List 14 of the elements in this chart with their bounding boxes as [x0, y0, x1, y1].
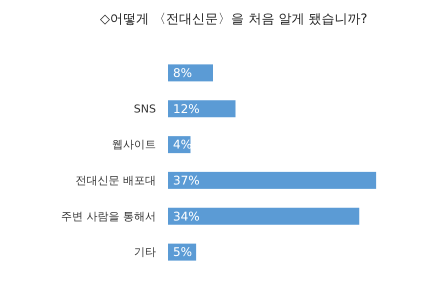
y-tick-label: 웹사이트	[112, 138, 156, 152]
y-tick-label: 기타	[134, 246, 156, 259]
y-tick-label: SNS	[134, 102, 156, 116]
bar	[168, 172, 376, 189]
bar	[168, 208, 360, 225]
y-tick-label: 전대신문 배포대	[76, 174, 156, 187]
data-label: 5%	[173, 245, 192, 260]
data-label: 12%	[173, 102, 200, 116]
chart-title: ◇어떻게 〈전대신문〉을 처음 알게 됐습니까?	[100, 12, 368, 27]
data-label: 34%	[173, 209, 200, 224]
y-tick-label: 주변 사람을 통해서	[61, 210, 156, 223]
data-label: 8%	[173, 66, 192, 80]
bar	[168, 100, 236, 118]
data-label: 37%	[173, 173, 200, 188]
